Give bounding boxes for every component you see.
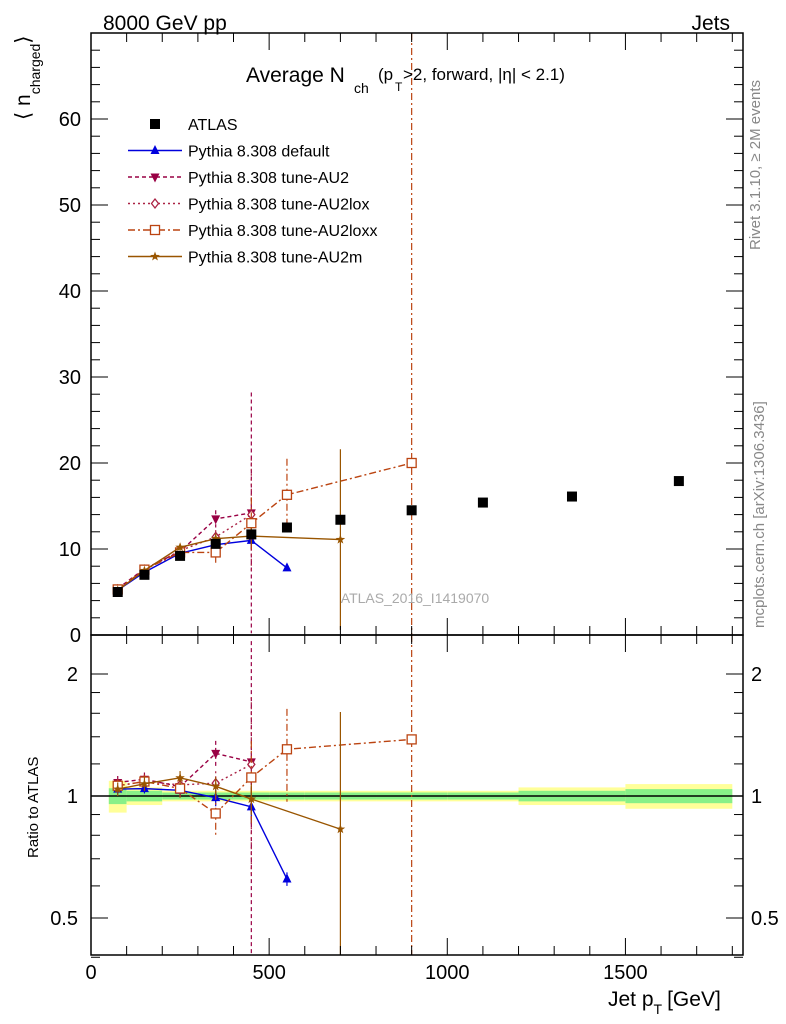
y-tick-label: 60	[59, 109, 81, 131]
series-4-ratio-point	[113, 784, 123, 794]
series-layer	[112, 33, 417, 955]
y-tick-label: 0	[70, 625, 81, 647]
series-0-ratio-point	[282, 873, 292, 883]
y-axis-label-close: ⟩	[12, 35, 35, 43]
atlas-data-layer	[112, 476, 684, 597]
chart-title-rest: (p	[378, 65, 393, 84]
legend-marker-atlas	[150, 119, 160, 129]
atlas-data-point	[139, 569, 150, 580]
series-3-point	[246, 518, 257, 529]
legend-marker-series-1	[150, 173, 160, 183]
x-tick-label: 1500	[603, 962, 648, 984]
legend-label-series-0: Pythia 8.308 default	[188, 144, 330, 161]
x-tick-label: 0	[85, 962, 96, 984]
ratio-tick-label-right: 2	[751, 664, 762, 686]
series-0-ratio-line	[117, 787, 288, 880]
x-axis-label-main: Jet p	[608, 988, 654, 1011]
analysis-watermark: ATLAS_2016_I1419070	[341, 590, 490, 606]
y-axis-label-sub: charged	[27, 44, 43, 95]
legend: ATLAS Pythia 8.308 default Pythia 8.308 tu…	[128, 117, 377, 267]
series-4-ratio-point	[246, 794, 257, 804]
atlas-data-point	[566, 491, 577, 502]
series-3-line	[117, 462, 412, 590]
legend-marker-series-4	[150, 251, 160, 261]
legend-marker-series-3	[149, 224, 161, 236]
x-axis-label: Jet pT [GeV]	[608, 988, 721, 1017]
series-4-ratio-point	[335, 824, 346, 834]
ratio-tick-label: 1	[67, 786, 78, 808]
atlas-data-point	[335, 514, 346, 525]
axis-ticks: 0 500 1000 1500 0 10 20 30 40 50 60 0.5 0.5 1 1 2 2	[50, 32, 779, 984]
mcplots-reference-label: mcplots.cern.ch [arXiv:1306.3436]	[751, 401, 768, 628]
series-3-ratio-point	[246, 772, 257, 783]
series-4-point	[335, 534, 346, 544]
ratio-tick-label-right: 1	[751, 786, 762, 808]
header-right: Jets	[691, 12, 730, 35]
ratio-tick-label-right: 0.5	[751, 908, 779, 930]
y-axis-label: ⟨ ncharged⟩	[12, 35, 43, 120]
series-4-ratio-point	[210, 781, 221, 791]
x-tick-label: 1000	[425, 962, 470, 984]
y-tick-label: 20	[59, 453, 81, 475]
chart-title-tail: >2, forward, |η| < 2.1)	[403, 65, 565, 84]
legend-label-series-2: Pythia 8.308 tune-AU2lox	[188, 197, 369, 214]
atlas-data-point	[477, 497, 488, 508]
chart-title-sub: ch	[354, 80, 369, 96]
y-axis-label-main: ⟨ n	[12, 94, 35, 120]
series-3-ratio-point	[406, 734, 417, 745]
y-tick-label: 10	[59, 539, 81, 561]
x-axis-label-unit: [GeV]	[667, 988, 721, 1011]
legend-label-series-1: Pythia 8.308 tune-AU2	[188, 170, 349, 187]
series-3-ratio-point	[281, 744, 293, 755]
chart-title-rest-sub: T	[395, 80, 403, 94]
series-3-ratio-point	[174, 783, 186, 794]
y-tick-label: 50	[59, 195, 81, 217]
series-4-point	[210, 533, 221, 543]
legend-label-series-4: Pythia 8.308 tune-AU2m	[188, 250, 362, 267]
legend-label-series-3: Pythia 8.308 tune-AU2loxx	[188, 223, 377, 240]
series-2-ratio-point	[247, 758, 256, 770]
ratio-tick-label: 2	[67, 664, 78, 686]
chart-title: Average N	[246, 64, 345, 87]
ratio-uncertainty-bands	[91, 780, 743, 813]
ratio-tick-label: 0.5	[50, 908, 78, 930]
atlas-data-point	[673, 476, 684, 487]
series-0-point	[282, 562, 292, 572]
series-3-point	[406, 457, 417, 469]
ratio-panel-frame	[90, 634, 744, 956]
x-axis-label-sub: T	[654, 1001, 663, 1017]
series-4-ratio-line	[117, 777, 341, 830]
series-4-ratio-point	[175, 772, 185, 782]
y-tick-label: 30	[59, 367, 81, 389]
header-left: 8000 GeV pp	[103, 12, 227, 35]
series-3-point	[281, 489, 293, 500]
series-4-point	[175, 542, 185, 552]
series-2-line	[117, 514, 252, 590]
chart-title-main: Average N	[246, 64, 345, 87]
series-1-point	[211, 515, 221, 525]
series-1-ratio-point	[211, 749, 221, 759]
atlas-data-point	[281, 522, 292, 533]
x-tick-label: 500	[252, 962, 285, 984]
series-3-ratio-point	[210, 808, 221, 819]
legend-marker-series-0	[150, 145, 160, 154]
series-3-point	[210, 547, 221, 558]
atlas-data-point	[112, 587, 123, 597]
legend-marker-series-2	[150, 197, 160, 210]
atlas-data-point	[246, 529, 257, 540]
ratio-axis-label: Ratio to ATLAS	[25, 757, 42, 858]
legend-label-atlas: ATLAS	[188, 117, 238, 134]
series-4-ratio-point	[139, 778, 150, 788]
series-4-line	[117, 535, 341, 591]
rivet-version-label: Rivet 3.1.10, ≥ 2M events	[747, 80, 764, 250]
series-2-ratio-line	[117, 763, 252, 787]
atlas-data-point	[210, 538, 221, 549]
y-tick-label: 40	[59, 281, 81, 303]
atlas-data-point	[175, 550, 186, 561]
atlas-data-point	[406, 505, 417, 516]
plot-frames	[90, 32, 744, 956]
series-1-ratio-line	[117, 752, 252, 788]
